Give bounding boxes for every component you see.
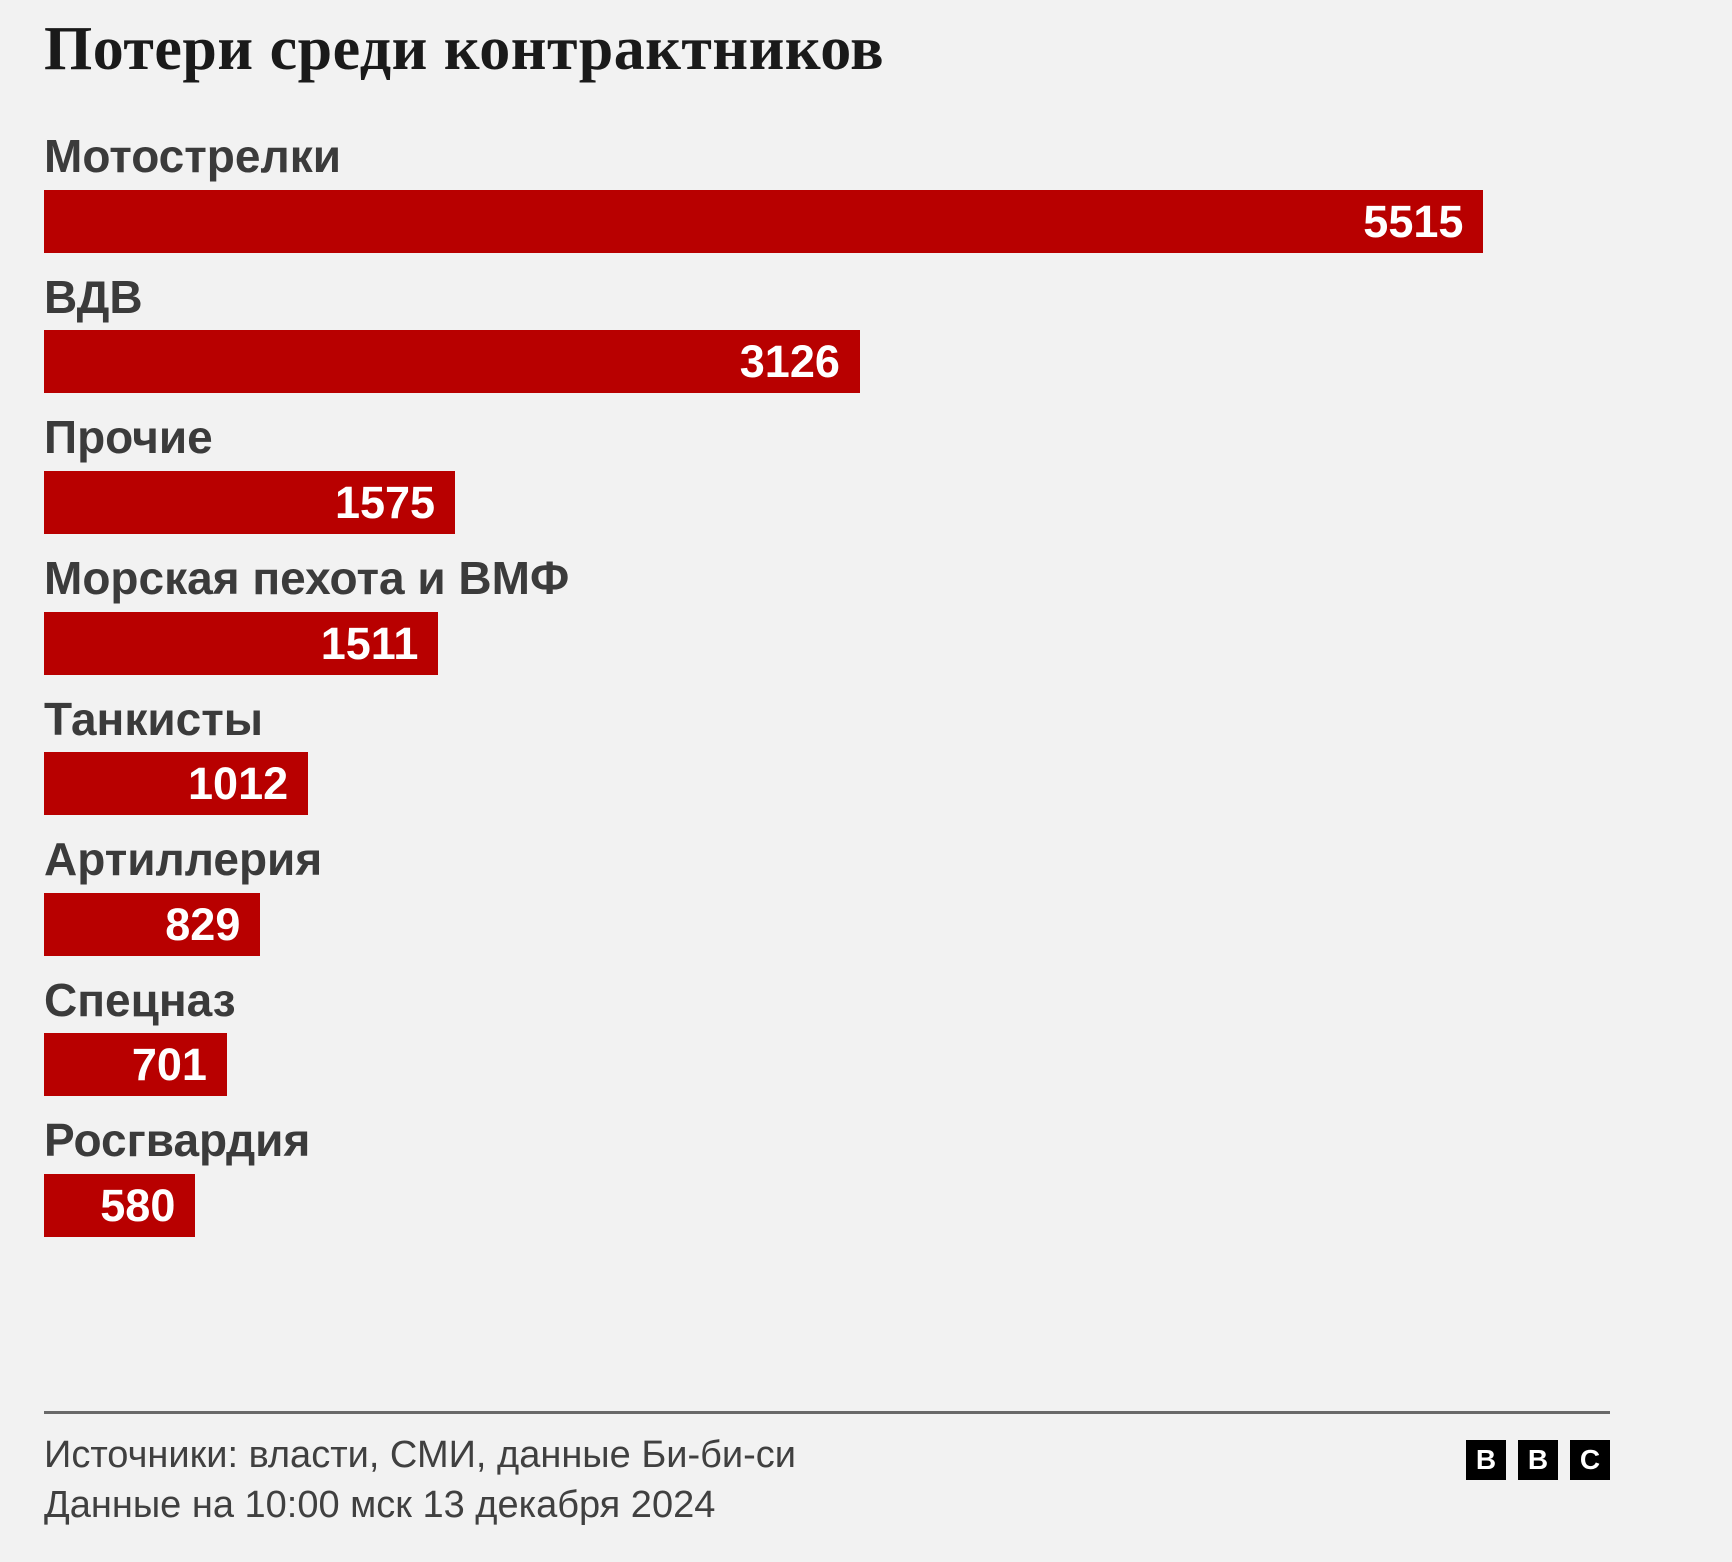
chart-title: Потери среди контрактников xyxy=(44,15,885,83)
bar-chart-row: ВДВ 3126 xyxy=(44,272,1610,394)
sources-line: Источники: власти, СМИ, данные Би-би-си xyxy=(44,1434,797,1477)
bbc-logo-letter-2: B xyxy=(1518,1440,1558,1481)
bar-chart-row: Артиллерия 829 xyxy=(44,834,1610,956)
bar-value-label: 3126 xyxy=(739,336,840,388)
bar-value-label: 1575 xyxy=(334,477,436,529)
bar-value-label: 580 xyxy=(100,1180,176,1232)
bar: 1012 xyxy=(44,752,309,816)
bar: 829 xyxy=(44,892,261,956)
category-label: ВДВ xyxy=(44,270,143,323)
bar-track: 1012 xyxy=(44,752,1610,816)
category-label: Росгвардия xyxy=(44,1114,311,1167)
category-label: Морская пехота и ВМФ xyxy=(44,552,570,605)
bar-track: 3126 xyxy=(44,330,1610,394)
category-label: Танкисты xyxy=(44,692,264,745)
bar-value-label: 701 xyxy=(131,1039,207,1091)
bar-chart-row: Мотострелки 5515 xyxy=(44,131,1610,253)
bar: 1575 xyxy=(44,471,456,535)
bar-chart-row: Морская пехота и ВМФ 1511 xyxy=(44,553,1610,675)
bar-track: 1575 xyxy=(44,471,1610,535)
footer: Источники: власти, СМИ, данные Би-би-си … xyxy=(44,1430,1610,1530)
bbc-logo: B B C xyxy=(1466,1440,1610,1481)
footer-text: Источники: власти, СМИ, данные Би-би-си … xyxy=(44,1430,796,1530)
category-label: Спецназ xyxy=(44,973,236,1026)
bbc-logo-letter-3: C xyxy=(1570,1440,1610,1481)
bar-chart-row: Танкисты 1012 xyxy=(44,694,1610,816)
category-label: Мотострелки xyxy=(44,130,342,183)
bar-track: 701 xyxy=(44,1033,1610,1097)
bar-track: 5515 xyxy=(44,189,1610,253)
bar-track: 580 xyxy=(44,1174,1610,1238)
data-timestamp-line: Данные на 10:00 мск 13 декабря 2024 xyxy=(44,1484,716,1527)
bar-value-label: 1012 xyxy=(188,758,289,810)
bar-track: 829 xyxy=(44,892,1610,956)
category-label: Артиллерия xyxy=(44,833,323,886)
bar: 1511 xyxy=(44,611,439,675)
bar-chart-row: Спецназ 701 xyxy=(44,975,1610,1097)
bar-value-label: 5515 xyxy=(1363,195,1464,247)
footer-divider xyxy=(44,1411,1610,1415)
bar-chart: Мотострелки 5515 ВДВ 3126 Прочие 1575 Мо… xyxy=(44,131,1610,1238)
bar-chart-row: Прочие 1575 xyxy=(44,411,1610,535)
content-area: Потери среди контрактников Мотострелки 5… xyxy=(44,15,1610,1530)
bar-track: 1511 xyxy=(44,611,1610,675)
bar: 580 xyxy=(44,1174,196,1238)
bar: 701 xyxy=(44,1033,227,1097)
bar-chart-row: Росгвардия 580 xyxy=(44,1114,1610,1238)
bar-value-label: 1511 xyxy=(320,617,419,669)
bar-value-label: 829 xyxy=(165,898,241,950)
bbc-logo-letter-1: B xyxy=(1466,1440,1506,1481)
bar: 5515 xyxy=(44,189,1484,253)
bar: 3126 xyxy=(44,330,860,394)
category-label: Прочие xyxy=(44,411,213,464)
